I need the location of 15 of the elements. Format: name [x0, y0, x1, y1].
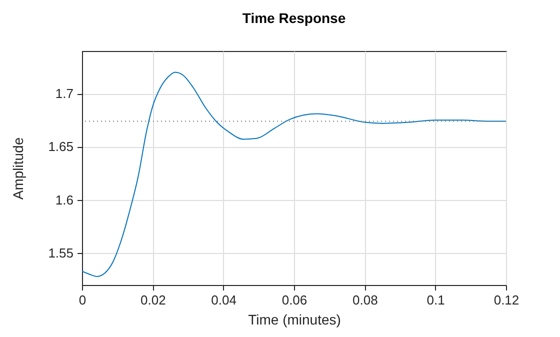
x-tick-label: 0.04 — [211, 292, 236, 308]
x-tick-label: 0.02 — [140, 292, 166, 308]
x-axis-title: Time (minutes) — [248, 312, 341, 328]
x-tick-label: 0 — [78, 292, 86, 308]
x-tick-label: 0.08 — [352, 292, 378, 308]
y-tick-label: 1.6 — [55, 192, 74, 208]
line-series — [82, 72, 506, 277]
x-tick-label: 0.12 — [494, 292, 520, 308]
y-tick-label: 1.55 — [48, 246, 74, 261]
y-axis-title: Amplitude — [10, 137, 26, 200]
y-tick-label: 1.65 — [48, 139, 74, 154]
x-tick-label: 0.06 — [282, 292, 308, 308]
chart-title: Time Response — [242, 10, 346, 26]
x-tick-label: 0.1 — [426, 292, 445, 308]
y-tick-label: 1.7 — [55, 86, 74, 102]
